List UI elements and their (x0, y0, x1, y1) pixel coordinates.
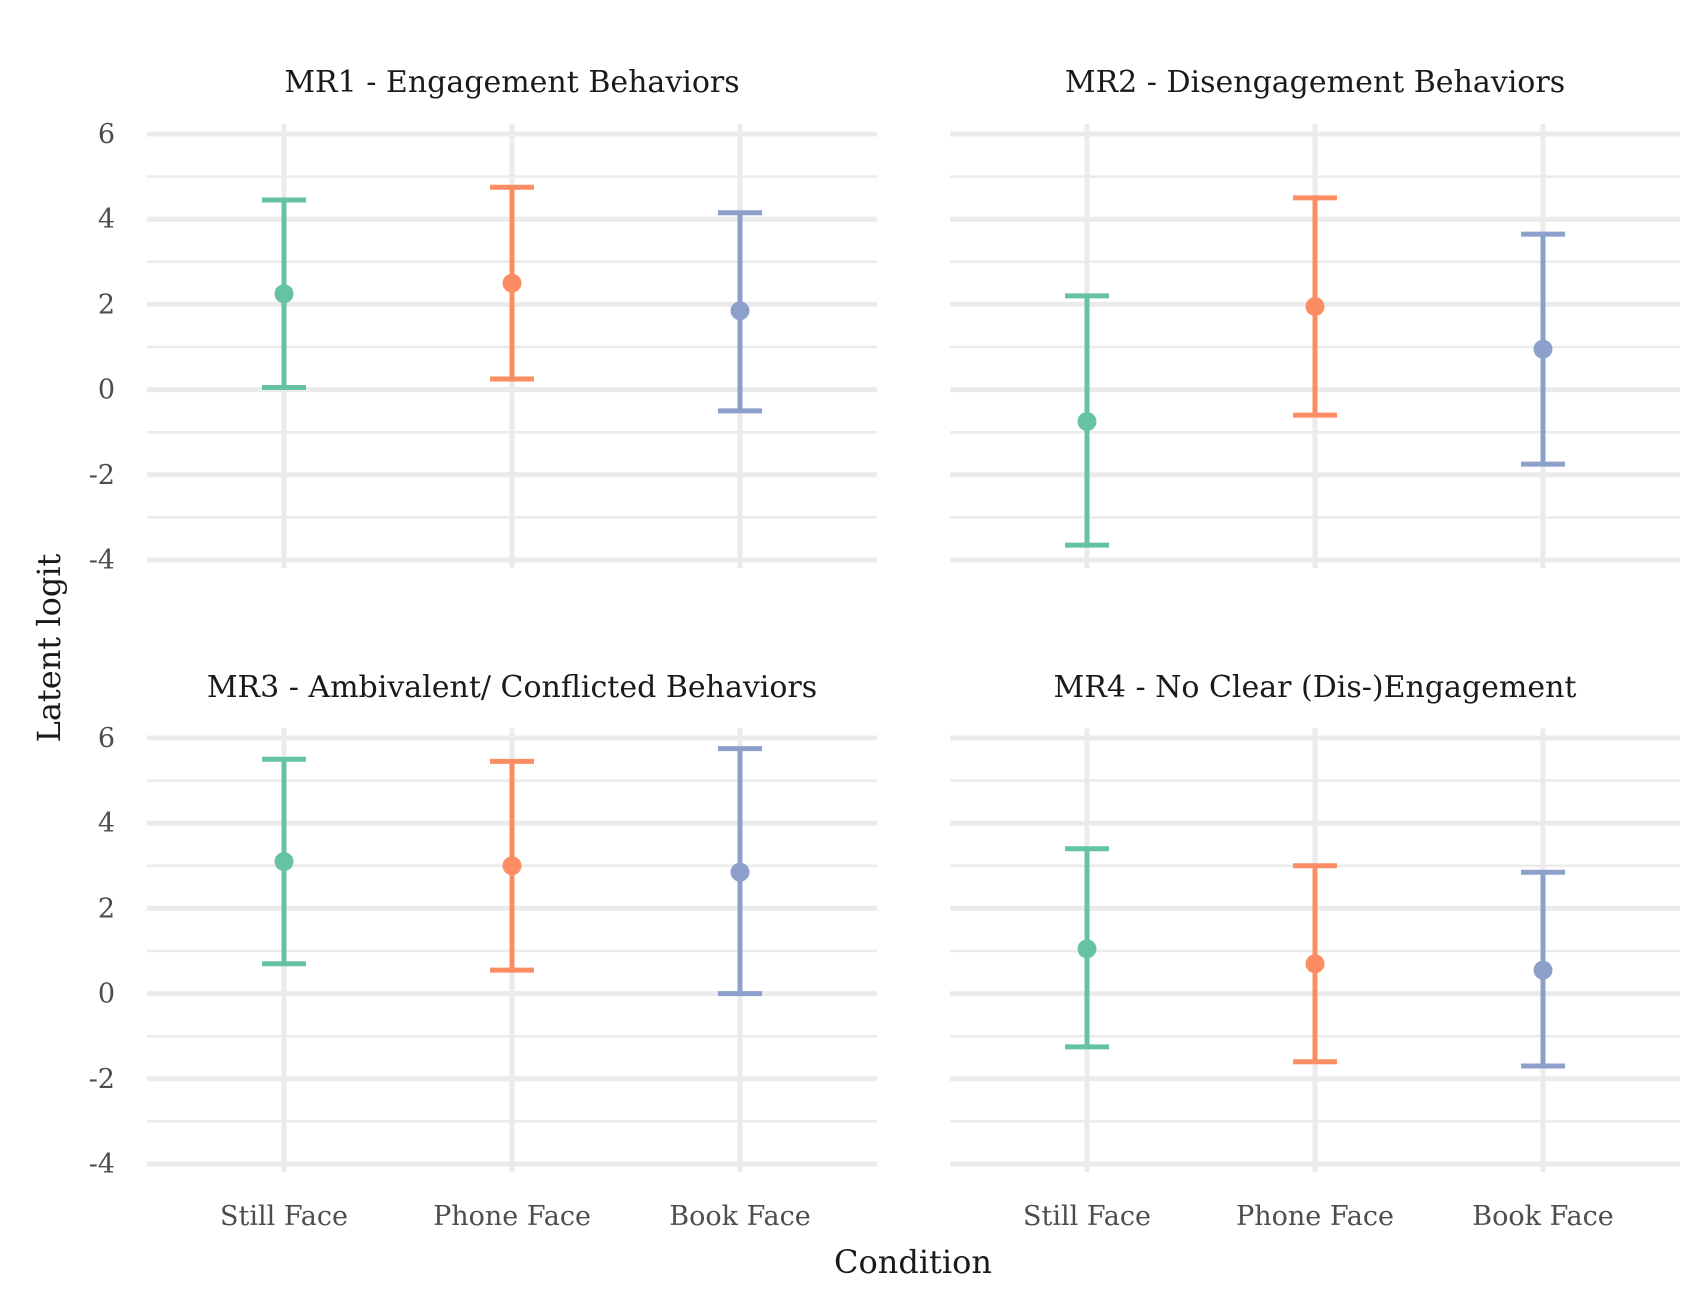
x-tick-label: Phone Face (433, 1201, 591, 1232)
estimate-point (1533, 960, 1553, 980)
y-tick-label: -4 (89, 545, 115, 576)
estimate-point (502, 273, 522, 293)
y-tick-label: 6 (98, 119, 115, 150)
y-tick-label: 6 (98, 723, 115, 754)
panel-title: MR1 - Engagement Behaviors (284, 65, 739, 100)
y-tick-label: -2 (89, 460, 115, 491)
panel-title: MR3 - Ambivalent/ Conflicted Behaviors (207, 670, 817, 705)
x-tick-label: Still Face (1023, 1201, 1151, 1232)
y-tick-label: -2 (89, 1064, 115, 1095)
estimate-point (1077, 939, 1097, 959)
estimate-point (502, 856, 522, 876)
panel-title: MR2 - Disengagement Behaviors (1065, 65, 1565, 100)
estimate-point (274, 852, 294, 872)
panel-2: MR2 - Disengagement Behaviors (950, 65, 1680, 568)
x-tick-label: Book Face (1472, 1201, 1613, 1232)
y-tick-label: 0 (98, 375, 115, 406)
estimate-point (1305, 297, 1325, 317)
x-tick-label: Phone Face (1236, 1201, 1394, 1232)
y-axis-title: Latent logit (30, 553, 68, 742)
y-tick-label: 2 (98, 289, 115, 320)
estimate-point (730, 862, 750, 882)
y-tick-label: 4 (98, 808, 115, 839)
x-tick-label: Book Face (669, 1201, 810, 1232)
panel-title: MR4 - No Clear (Dis-)Engagement (1054, 670, 1577, 705)
panel-4: MR4 - No Clear (Dis-)Engagement Still Fac… (950, 670, 1680, 1232)
x-axis-title: Condition (834, 1243, 992, 1281)
y-tick-label: 4 (98, 204, 115, 235)
y-tick-label: 2 (98, 893, 115, 924)
estimate-point (1077, 412, 1097, 432)
estimate-point (1305, 954, 1325, 974)
panel-3: -4 -2 0 2 4 6 MR3 - Ambivalent/ Conflicted Beh… (89, 670, 877, 1232)
estimate-point (274, 284, 294, 304)
y-tick-label: 0 (98, 979, 115, 1010)
panel-1: -4 -2 0 2 4 6 MR1 - Engagement Behaviors (89, 65, 877, 576)
y-tick-label: -4 (89, 1149, 115, 1180)
estimate-point (1533, 339, 1553, 359)
estimate-point (730, 301, 750, 321)
x-tick-label: Still Face (220, 1201, 348, 1232)
